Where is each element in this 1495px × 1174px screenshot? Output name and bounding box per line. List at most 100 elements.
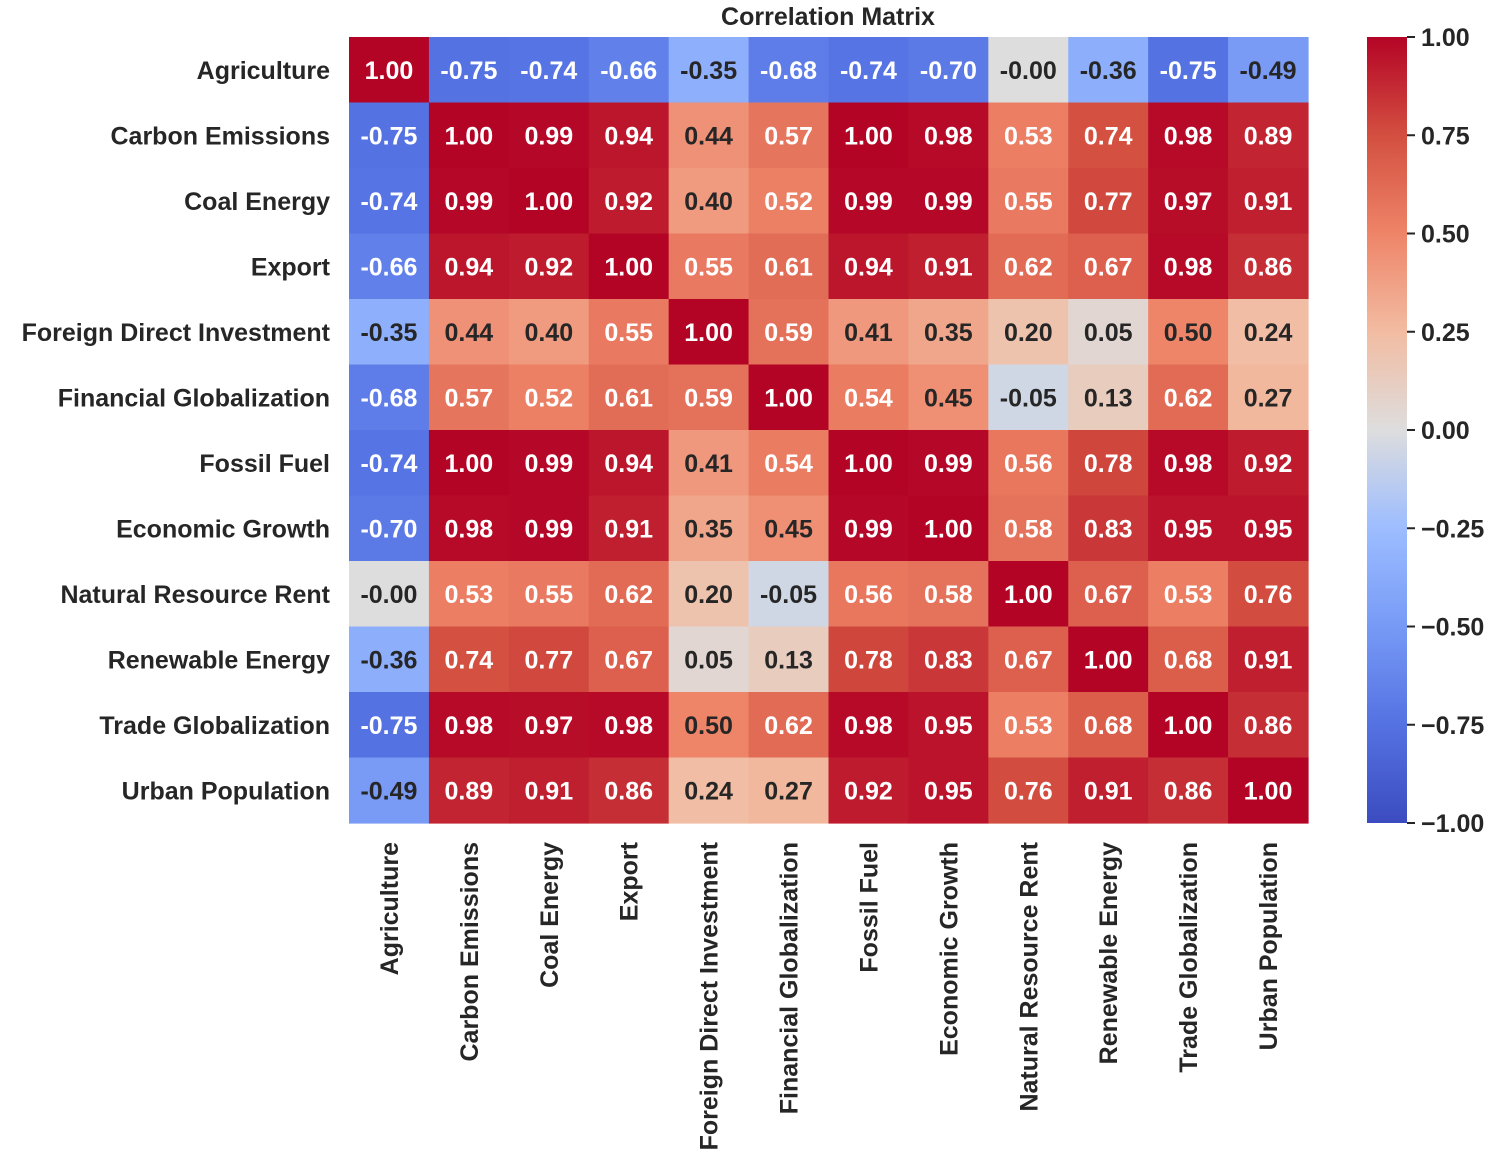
heatmap-cell-trade-globalization-economic-growth [908,692,989,759]
heatmap-value-label: 0.91 [924,253,973,281]
heatmap-value-label: 0.91 [1084,777,1133,805]
heatmap-value-label: 0.86 [1244,253,1293,281]
heatmap-cell-agriculture-natural-resource-rent [988,37,1069,104]
heatmap-value-label: 1.00 [524,188,573,216]
heatmap-value-label: 0.91 [524,777,573,805]
heatmap-value-label: -0.00 [1000,57,1057,85]
heatmap-cell-renewable-energy-fossil-fuel [828,626,910,693]
heatmap-cell-coal-energy-export [588,168,670,235]
heatmap-cell-coal-energy-carbon-emissions [428,168,510,235]
heatmap-cell-fossil-fuel-coal-energy [508,430,590,497]
y-tick-label-foreign-direct-investment: Foreign Direct Investment [22,319,331,347]
heatmap-cell-natural-resource-rent-renewable-energy [1068,561,1149,628]
heatmap-value-label: -0.35 [360,319,417,347]
heatmap-cell-coal-energy-trade-globalization [1148,168,1229,235]
heatmap-cell-foreign-direct-investment-trade-globalization [1148,299,1229,366]
x-tick-label-economic-growth: Economic Growth [935,842,963,1056]
heatmap-cell-fossil-fuel-trade-globalization [1148,430,1229,497]
heatmap-value-label: 0.89 [1244,122,1293,150]
heatmap-value-label: -0.75 [360,712,417,740]
heatmap-value-label: -0.49 [1240,57,1297,85]
heatmap-value-label: 0.99 [924,450,973,478]
heatmap-value-label: 0.94 [844,253,893,281]
heatmap-cell-foreign-direct-investment-financial-globalization [748,299,830,366]
heatmap-cell-agriculture-export [588,37,670,104]
colorbar-tick-label: −0.50 [1421,614,1484,642]
heatmap-value-label: -0.74 [520,57,577,85]
heatmap-cell-economic-growth-coal-energy [508,495,590,562]
heatmap-value-label: 0.99 [924,188,973,216]
heatmap-cell-economic-growth-natural-resource-rent [988,495,1069,562]
heatmap-cell-fossil-fuel-urban-population [1228,430,1309,497]
heatmap-value-label: 0.20 [1004,319,1053,347]
heatmap-cell-coal-energy-foreign-direct-investment [668,168,750,235]
heatmap-value-label: 0.99 [524,122,573,150]
heatmap-value-label: 0.20 [684,581,733,609]
heatmap-value-label: -0.68 [760,57,817,85]
heatmap-value-label: 0.89 [445,777,494,805]
heatmap-cell-export-trade-globalization [1148,233,1229,300]
heatmap-value-label: 0.52 [764,188,813,216]
heatmap-cell-agriculture-urban-population [1228,37,1309,104]
heatmap-cell-agriculture-agriculture [349,37,430,104]
heatmap-cell-fossil-fuel-renewable-energy [1068,430,1149,497]
heatmap-value-label: 0.53 [445,581,494,609]
heatmap-value-label: 0.55 [604,319,653,347]
heatmap-cell-trade-globalization-fossil-fuel [828,692,910,759]
heatmap-value-label: 0.62 [1004,253,1053,281]
heatmap-value-label: 0.44 [445,319,494,347]
heatmap-value-label: 0.91 [1244,646,1293,674]
heatmap-value-label: 0.98 [924,122,973,150]
heatmap-cell-export-carbon-emissions [428,233,510,300]
y-tick-label-export: Export [251,253,331,281]
heatmap-value-label: 0.68 [1164,646,1213,674]
heatmap-value-label: 0.67 [1004,646,1053,674]
heatmap-cell-renewable-energy-financial-globalization [748,626,830,693]
heatmap-value-label: -0.68 [360,384,417,412]
heatmap-value-label: 0.13 [1084,384,1133,412]
heatmap-value-label: 0.76 [1244,581,1293,609]
heatmap-cell-urban-population-carbon-emissions [428,757,510,824]
heatmap-cell-natural-resource-rent-natural-resource-rent [988,561,1069,628]
heatmap-value-label: 0.77 [1084,188,1133,216]
heatmap-cell-urban-population-export [588,757,670,824]
x-tick-label-urban-population: Urban Population [1255,842,1283,1050]
heatmap-value-label: 0.55 [684,253,733,281]
heatmap-cell-economic-growth-fossil-fuel [828,495,910,562]
heatmap-value-label: -0.75 [1160,57,1217,85]
heatmap-value-label: 0.98 [1164,122,1213,150]
heatmap-cell-financial-globalization-carbon-emissions [428,364,510,431]
heatmap-cell-carbon-emissions-financial-globalization [748,102,830,169]
y-tick-label-economic-growth: Economic Growth [116,515,330,543]
heatmap-value-label: 0.67 [1084,253,1133,281]
heatmap-value-label: 0.50 [684,712,733,740]
x-tick-label-carbon-emissions: Carbon Emissions [456,842,484,1062]
heatmap-value-label: 0.40 [524,319,573,347]
heatmap-value-label: 0.27 [1244,384,1293,412]
heatmap-value-label: 0.61 [764,253,813,281]
colorbar-tick-label: 0.50 [1421,221,1470,249]
heatmap-cell-renewable-energy-foreign-direct-investment [668,626,750,693]
heatmap-value-label: 0.98 [844,712,893,740]
heatmap-cell-economic-growth-trade-globalization [1148,495,1229,562]
heatmap-cell-trade-globalization-export [588,692,670,759]
heatmap-cell-renewable-energy-renewable-energy [1068,626,1149,693]
heatmap-cell-trade-globalization-urban-population [1228,692,1309,759]
heatmap-cell-trade-globalization-natural-resource-rent [988,692,1069,759]
heatmap-value-label: -0.05 [1000,384,1057,412]
heatmap-cell-export-agriculture [349,233,430,300]
heatmap-value-label: 0.91 [604,515,653,543]
heatmap-value-label: 0.98 [1164,450,1213,478]
heatmap-value-label: 0.98 [1164,253,1213,281]
heatmap-cell-export-renewable-energy [1068,233,1149,300]
heatmap-cell-financial-globalization-natural-resource-rent [988,364,1069,431]
heatmap-value-label: -0.49 [360,777,417,805]
heatmap-cell-financial-globalization-renewable-energy [1068,364,1149,431]
heatmap-cell-coal-energy-natural-resource-rent [988,168,1069,235]
heatmap-cell-economic-growth-urban-population [1228,495,1309,562]
heatmap-value-label: 0.95 [924,712,973,740]
heatmap-value-label: 0.83 [1084,515,1133,543]
heatmap-value-label: 0.56 [1004,450,1053,478]
heatmap-value-label: -0.74 [360,188,417,216]
